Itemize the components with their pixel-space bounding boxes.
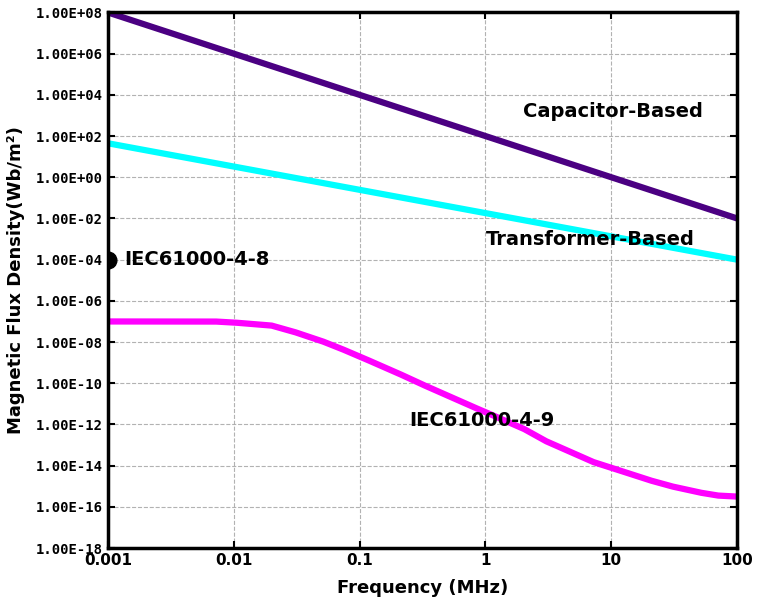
- Text: Transformer-Based: Transformer-Based: [486, 230, 695, 249]
- Text: IEC61000-4-9: IEC61000-4-9: [410, 411, 555, 430]
- Text: Capacitor-Based: Capacitor-Based: [524, 102, 703, 121]
- X-axis label: Frequency (MHz): Frequency (MHz): [337, 579, 508, 597]
- Text: IEC61000-4-8: IEC61000-4-8: [125, 250, 270, 269]
- Y-axis label: Magnetic Flux Density(Wb/m²): Magnetic Flux Density(Wb/m²): [7, 126, 25, 434]
